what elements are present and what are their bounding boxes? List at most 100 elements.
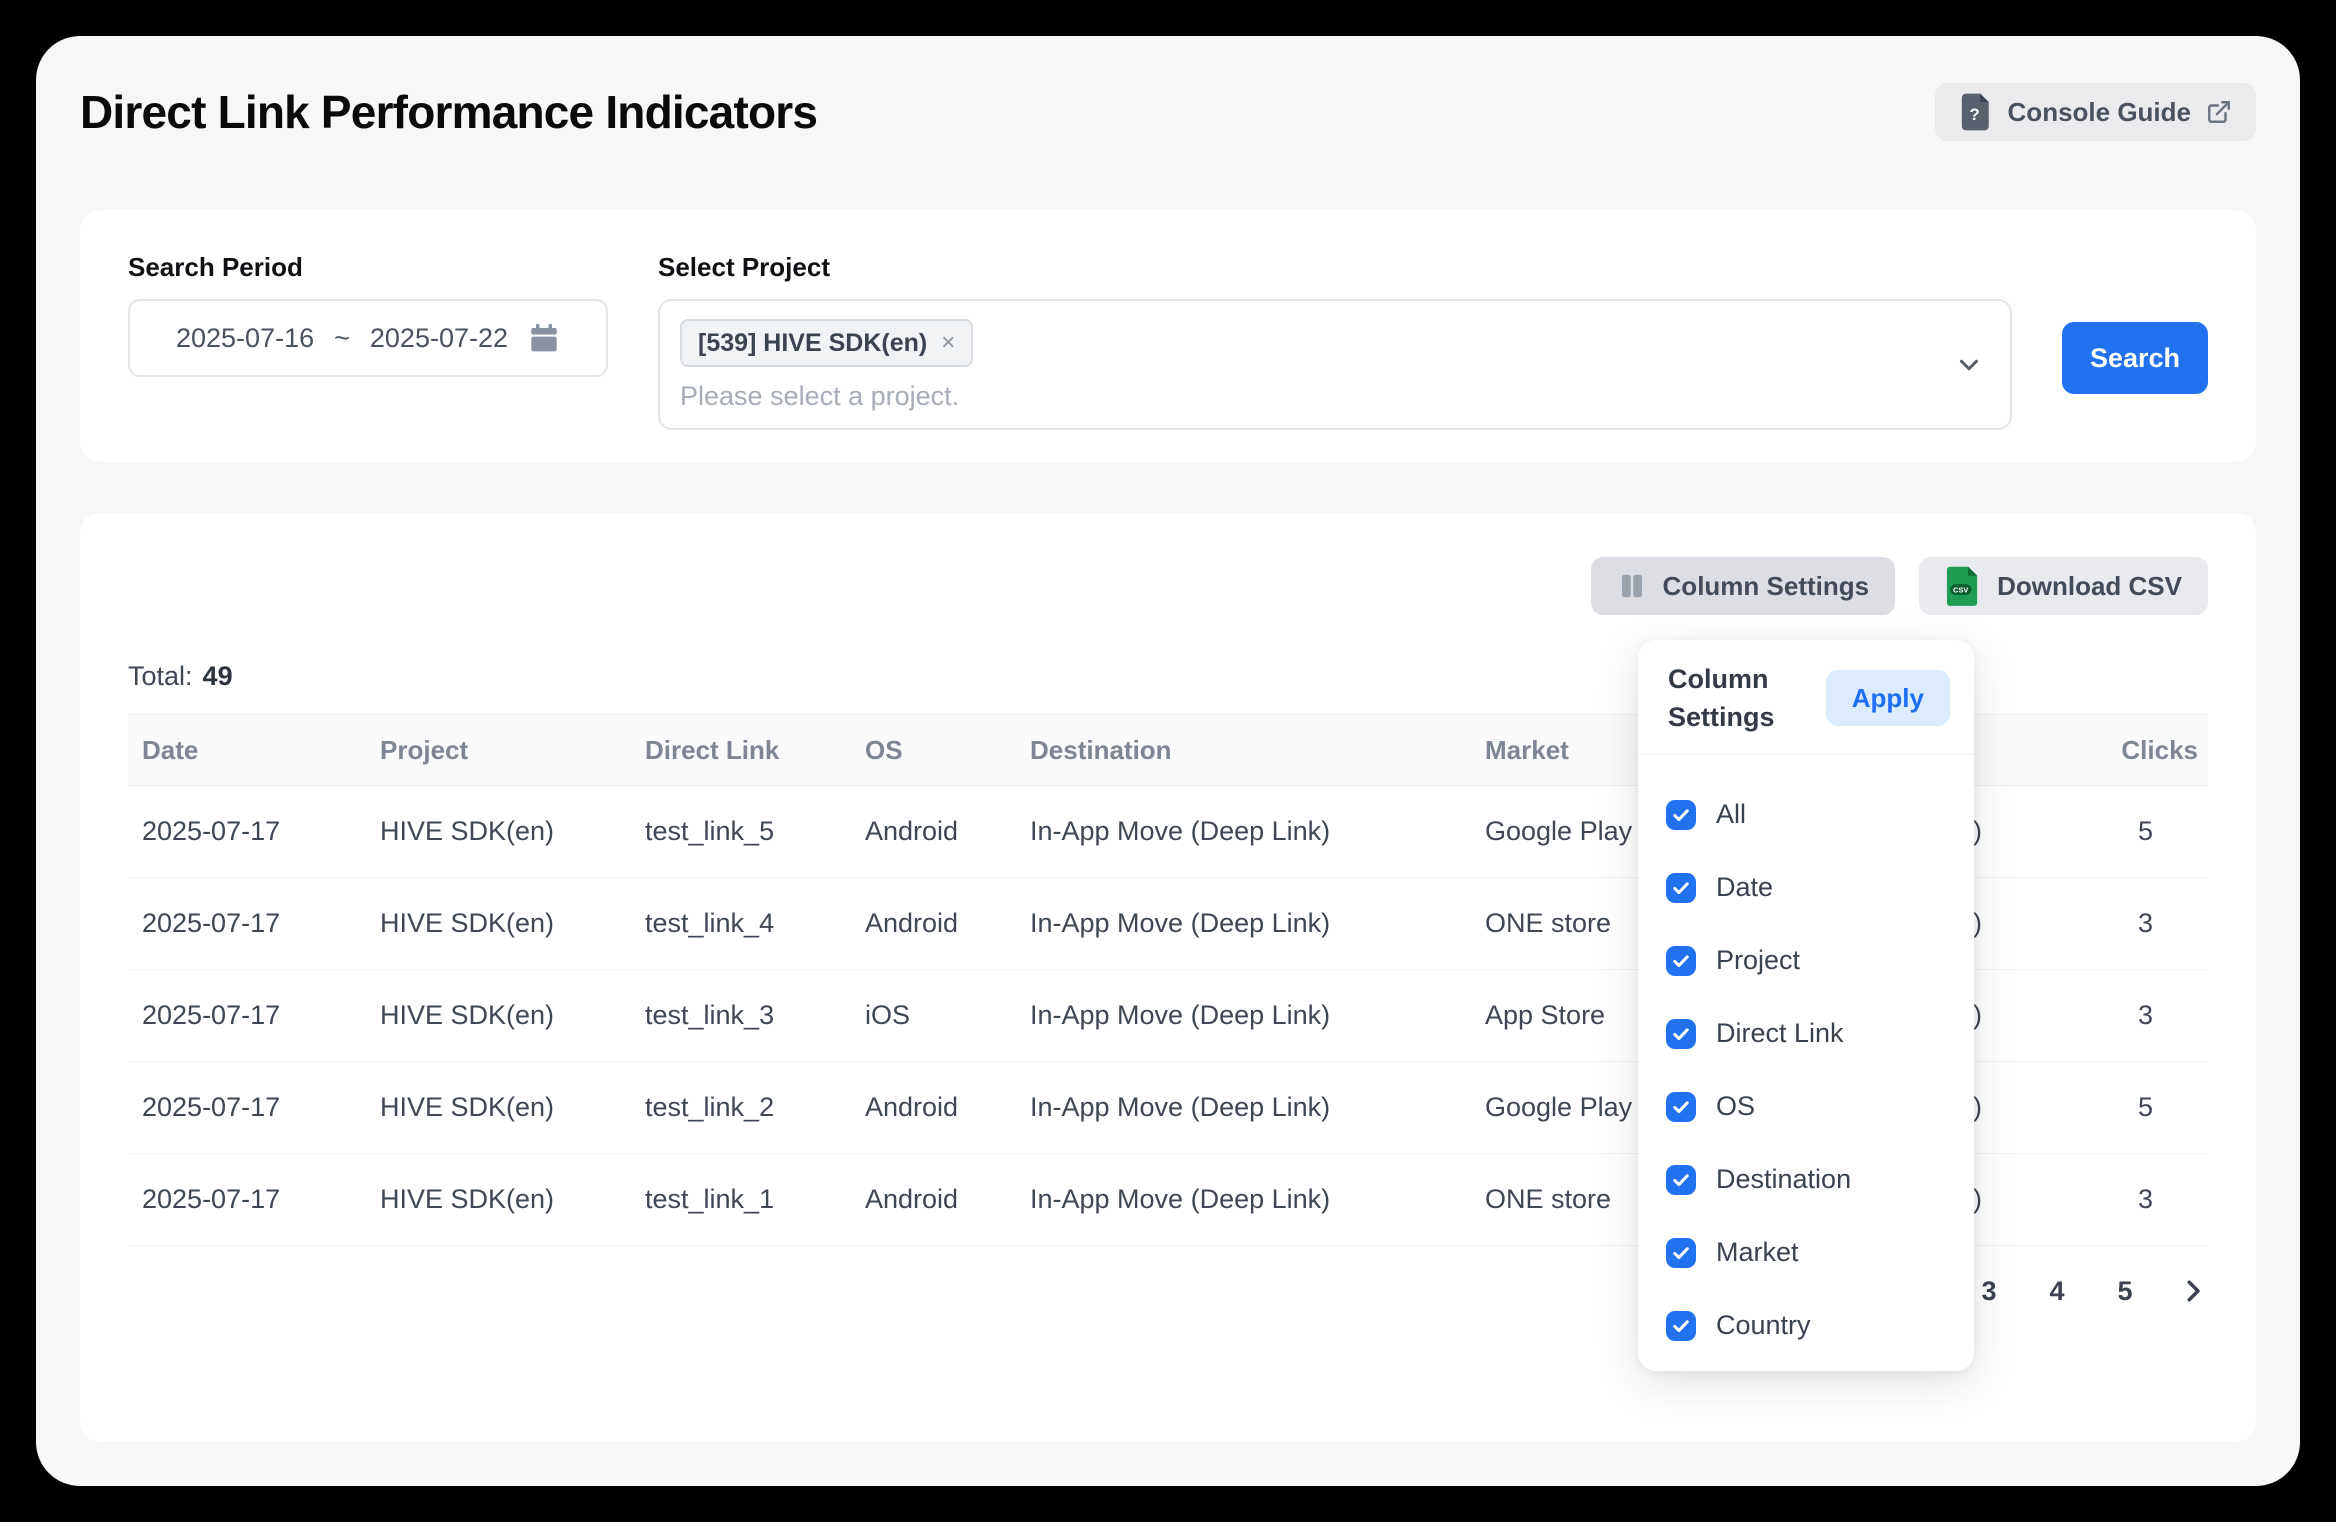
cell-clicks: 5 [2058, 1061, 2208, 1154]
page-number-3[interactable]: 3 [1981, 1275, 1997, 1306]
cell-destination: In-App Move (Deep Link) [1018, 1061, 1473, 1154]
cell-clicks: 3 [2058, 1153, 2208, 1246]
selected-project-chip: [539] HIVE SDK(en) × [680, 319, 974, 367]
column-option-destination[interactable]: Destination [1666, 1164, 1974, 1195]
column-header-os: OS [853, 714, 1018, 786]
page-number-4[interactable]: 4 [2049, 1275, 2065, 1306]
filter-card: Search Period 2025-07-16 ~ 2025-07-22 [80, 210, 2256, 462]
svg-text:?: ? [1969, 105, 1979, 124]
search-period-label: Search Period [128, 252, 303, 282]
checkbox-checked-icon[interactable] [1666, 1018, 1696, 1049]
end-date-value: 2025-07-22 [369, 322, 509, 353]
cell-direct_link: test_link_5 [633, 785, 853, 878]
console-guide-label: Console Guide [2007, 96, 2191, 127]
pagination: 3 4 5 [128, 1266, 2208, 1316]
csv-file-icon: CSV [1945, 565, 1981, 607]
checkbox-checked-icon[interactable] [1666, 1091, 1696, 1122]
cell-destination: In-App Move (Deep Link) [1018, 785, 1473, 878]
next-page-button[interactable] [2178, 1276, 2208, 1306]
total-count: Total: 49 [128, 661, 2208, 692]
select-project-field: Select Project [539] HIVE SDK(en) × Plea… [658, 252, 2012, 430]
cell-direct_link: test_link_3 [633, 969, 853, 1062]
column-settings-button[interactable]: Column Settings [1590, 557, 1896, 615]
checkbox-checked-icon[interactable] [1666, 799, 1696, 830]
page-header: Direct Link Performance Indicators ? Con… [80, 80, 2256, 144]
checkbox-checked-icon[interactable] [1666, 1237, 1696, 1268]
checkbox-checked-icon[interactable] [1666, 1164, 1696, 1195]
console-guide-button[interactable]: ? Console Guide [1934, 83, 2256, 141]
cell-date: 2025-07-17 [128, 1153, 368, 1246]
total-label: Total: [128, 661, 193, 691]
column-option-label: Market [1716, 1237, 1799, 1267]
cell-os: Android [853, 1061, 1018, 1154]
app-surface: Direct Link Performance Indicators ? Con… [36, 36, 2300, 1486]
cell-os: Android [853, 877, 1018, 970]
cell-os: Android [853, 1153, 1018, 1246]
column-option-label: Date [1716, 872, 1774, 902]
checkbox-checked-icon[interactable] [1666, 945, 1696, 976]
column-option-country[interactable]: Country [1666, 1310, 1974, 1341]
columns-icon [1617, 571, 1647, 601]
external-link-icon [2206, 99, 2232, 125]
selected-project-name: [539] HIVE SDK(en) [698, 328, 928, 357]
cell-project: HIVE SDK(en) [368, 969, 633, 1062]
project-select[interactable]: [539] HIVE SDK(en) × Please select a pro… [658, 299, 2012, 430]
column-option-label: Direct Link [1716, 1018, 1844, 1048]
cell-direct_link: test_link_1 [633, 1153, 853, 1246]
start-date-value: 2025-07-16 [175, 322, 315, 353]
cell-project: HIVE SDK(en) [368, 1061, 633, 1154]
column-header-date: Date [128, 714, 368, 786]
cell-clicks: 3 [2058, 969, 2208, 1062]
cell-destination: In-App Move (Deep Link) [1018, 1153, 1473, 1246]
column-option-all[interactable]: All [1666, 799, 1974, 830]
cell-os: Android [853, 785, 1018, 878]
download-csv-label: Download CSV [1997, 570, 2182, 601]
select-project-label: Select Project [658, 252, 830, 282]
column-settings-button-label: Column Settings [1662, 570, 1870, 601]
column-option-label: Destination [1716, 1164, 1852, 1194]
popover-header: Column Settings Apply [1638, 640, 1974, 755]
column-header-clicks: Clicks [2058, 714, 2208, 786]
cell-destination: In-App Move (Deep Link) [1018, 877, 1473, 970]
search-period-field: Search Period 2025-07-16 ~ 2025-07-22 [128, 252, 608, 420]
project-select-placeholder: Please select a project. [680, 381, 960, 411]
svg-text:CSV: CSV [1953, 585, 1968, 594]
column-settings-popover: Column Settings Apply All Date Project D… [1638, 640, 1974, 1371]
page-number-5[interactable]: 5 [2117, 1275, 2133, 1306]
checkbox-checked-icon[interactable] [1666, 872, 1696, 903]
apply-button[interactable]: Apply [1825, 670, 1950, 726]
cell-date: 2025-07-17 [128, 785, 368, 878]
page-title: Direct Link Performance Indicators [80, 86, 818, 138]
column-option-project[interactable]: Project [1666, 945, 1974, 976]
cell-os: iOS [853, 969, 1018, 1062]
column-header-direct_link: Direct Link [633, 714, 853, 786]
remove-project-icon[interactable]: × [941, 329, 956, 356]
search-button[interactable]: Search [2062, 322, 2208, 394]
chevron-down-icon [1954, 350, 1984, 380]
cell-destination: In-App Move (Deep Link) [1018, 969, 1473, 1062]
calendar-icon [528, 322, 560, 354]
cell-project: HIVE SDK(en) [368, 877, 633, 970]
cell-clicks: 3 [2058, 877, 2208, 970]
cell-project: HIVE SDK(en) [368, 785, 633, 878]
column-option-os[interactable]: OS [1666, 1091, 1974, 1122]
column-header-project: Project [368, 714, 633, 786]
checkbox-checked-icon[interactable] [1666, 1310, 1696, 1341]
column-option-direct-link[interactable]: Direct Link [1666, 1018, 1974, 1049]
column-option-date[interactable]: Date [1666, 872, 1974, 903]
cell-project: HIVE SDK(en) [368, 1153, 633, 1246]
total-value: 49 [202, 661, 233, 691]
popover-title: Column Settings [1668, 664, 1775, 732]
column-option-market[interactable]: Market [1666, 1237, 1974, 1268]
date-range-input[interactable]: 2025-07-16 ~ 2025-07-22 [128, 299, 608, 377]
cell-direct_link: test_link_2 [633, 1061, 853, 1154]
cell-direct_link: test_link_4 [633, 877, 853, 970]
cell-date: 2025-07-17 [128, 969, 368, 1062]
help-document-icon: ? [1959, 92, 1993, 132]
column-header-destination: Destination [1018, 714, 1473, 786]
column-option-label: OS [1716, 1091, 1756, 1121]
table-actions: Column Settings CSV Download CSV [128, 557, 2208, 615]
download-csv-button[interactable]: CSV Download CSV [1919, 557, 2208, 615]
cell-clicks: 5 [2058, 785, 2208, 878]
